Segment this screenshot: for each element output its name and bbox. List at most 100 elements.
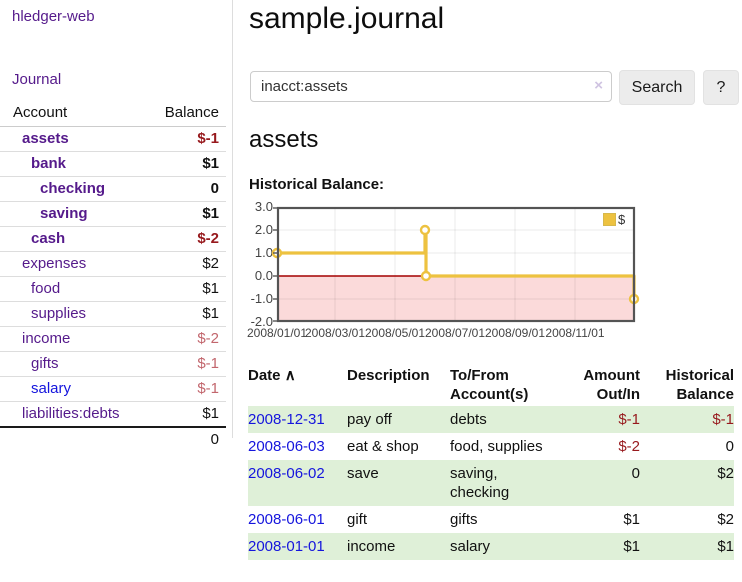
account-link-bank[interactable]: bank	[31, 155, 67, 172]
transaction-description: save	[347, 465, 379, 482]
legend-label: $	[618, 212, 626, 227]
account-link-food[interactable]: food	[31, 280, 61, 297]
transaction-date-link[interactable]: 2008-06-02	[248, 465, 325, 482]
transaction-amount: $1	[623, 538, 640, 555]
register-row: 2008-06-02 save saving, checking 0 $2	[248, 460, 734, 506]
account-balance: $-1	[149, 126, 226, 152]
historical-balance-chart: 3.0 2.0 1.0 0.0 -1.0 -2.0	[245, 199, 742, 347]
column-header-accounts: To/From Account(s)	[450, 367, 529, 403]
balance-column-header: Balance	[149, 100, 226, 127]
account-balance: $1	[149, 276, 226, 302]
account-row-supplies: supplies $1	[0, 301, 226, 327]
y-tick-label: 1.0	[254, 245, 273, 260]
chart-legend: $	[603, 212, 625, 227]
transaction-description: eat & shop	[347, 438, 419, 455]
transaction-date-link[interactable]: 2008-12-31	[248, 411, 325, 428]
column-header-amount: Amount Out/In	[583, 367, 640, 403]
account-balance: $1	[202, 405, 219, 422]
plot-border	[276, 206, 636, 323]
account-link-expenses[interactable]: expenses	[22, 255, 87, 272]
account-row-assets: assets $-1	[0, 126, 226, 152]
transaction-amount: $1	[623, 511, 640, 528]
register-table: Date ∧ Description To/From Account(s) Am…	[248, 364, 734, 560]
account-link-assets[interactable]: assets	[22, 130, 69, 147]
gridlines	[277, 207, 635, 322]
transaction-accounts: gifts	[450, 511, 478, 528]
date-header-label: Date	[248, 367, 281, 384]
clear-search-icon[interactable]: ×	[594, 77, 603, 94]
register-row: 2008-01-01 income salary $1 $1	[248, 533, 734, 560]
account-link-income[interactable]: income	[22, 330, 71, 347]
accounts-total-value: 0	[149, 426, 226, 452]
accounts-table: Account Balance assets $-1 bank $1 check…	[0, 100, 226, 452]
transaction-amount: $-1	[618, 411, 640, 428]
account-row-saving: saving $1	[0, 201, 226, 227]
account-balance: 0	[149, 176, 226, 202]
account-row-liabilities-debts: liabilities:debts $1	[0, 402, 226, 428]
y-tick-label: -1.0	[250, 291, 273, 306]
account-balance: $-1	[149, 351, 226, 377]
search-button[interactable]: Search	[619, 70, 695, 105]
accounts-total-row: 0	[0, 426, 226, 452]
register-row: 2008-06-03 eat & shop food, supplies $-2…	[248, 433, 734, 460]
transaction-amount: 0	[631, 465, 640, 482]
chart-plot-area	[271, 206, 640, 323]
transaction-balance: $2	[717, 511, 734, 528]
account-row-checking: checking 0	[0, 176, 226, 202]
account-link-liabilities-debts[interactable]: liabilities:debts	[22, 405, 120, 422]
x-tick-label: 2008/05/01	[364, 326, 426, 340]
y-tick-label: 0.0	[254, 268, 273, 283]
search-form: ×	[250, 71, 612, 102]
account-balance: $1	[149, 151, 226, 177]
axis-ticks	[273, 207, 277, 322]
x-tick-label: 2008/11/01	[545, 326, 605, 340]
brand-link[interactable]: hledger-web	[12, 8, 95, 25]
y-tick-label: 3.0	[254, 199, 273, 214]
x-tick-label: 2008/03/01	[304, 326, 366, 340]
legend-swatch-icon	[603, 213, 616, 226]
account-row-bank: bank $1	[0, 151, 226, 177]
account-link-cash[interactable]: cash	[31, 230, 66, 247]
transaction-balance: 0	[725, 438, 734, 455]
account-link-checking[interactable]: checking	[40, 180, 106, 197]
register-row: 2008-06-01 gift gifts $1 $2	[248, 506, 734, 533]
column-header-date[interactable]: Date ∧	[248, 364, 347, 406]
column-header-balance: Historical Balance	[665, 367, 734, 403]
transaction-description: income	[347, 538, 396, 555]
account-link-gifts[interactable]: gifts	[31, 355, 59, 372]
account-column-header: Account	[0, 100, 150, 127]
account-row-expenses: expenses $2	[0, 251, 226, 277]
account-row-food: food $1	[0, 276, 226, 302]
transaction-date-link[interactable]: 2008-01-01	[248, 538, 325, 555]
transaction-description: gift	[347, 511, 368, 528]
help-button[interactable]: ?	[703, 70, 739, 105]
transaction-date-link[interactable]: 2008-06-01	[248, 511, 325, 528]
accounts-table-header: Account Balance	[0, 100, 226, 127]
transaction-balance: $1	[717, 538, 734, 555]
x-tick-label: 2008/01/01	[246, 326, 308, 340]
transaction-date-link[interactable]: 2008-06-03	[248, 438, 325, 455]
chart-title: Historical Balance:	[249, 176, 385, 193]
transaction-accounts: saving, checking	[450, 465, 510, 501]
account-row-cash: cash $-2	[0, 226, 226, 252]
x-tick-label: 2008/09/01	[484, 326, 546, 340]
register-row: 2008-12-31 pay off debts $-1 $-1	[248, 406, 734, 433]
sidebar-item-journal[interactable]: Journal	[12, 71, 62, 88]
x-tick-label: 2008/07/01	[424, 326, 486, 340]
sidebar: hledger-web Journal Account Balance asse…	[0, 0, 233, 452]
account-link-saving[interactable]: saving	[40, 205, 88, 222]
account-link-salary[interactable]: salary	[31, 380, 72, 397]
search-input[interactable]	[250, 71, 612, 102]
account-heading: assets	[249, 126, 319, 153]
account-balance: $-1	[149, 376, 226, 402]
account-balance: $-2	[149, 326, 226, 352]
page-title: sample.journal	[249, 2, 445, 35]
account-link-supplies[interactable]: supplies	[31, 305, 87, 322]
account-row-salary: salary $-1	[0, 376, 226, 402]
transaction-amount: $-2	[618, 438, 640, 455]
transaction-description: pay off	[347, 411, 392, 428]
negative-region	[277, 276, 635, 322]
transaction-balance: $2	[717, 465, 734, 482]
account-row-gifts: gifts $-1	[0, 351, 226, 377]
